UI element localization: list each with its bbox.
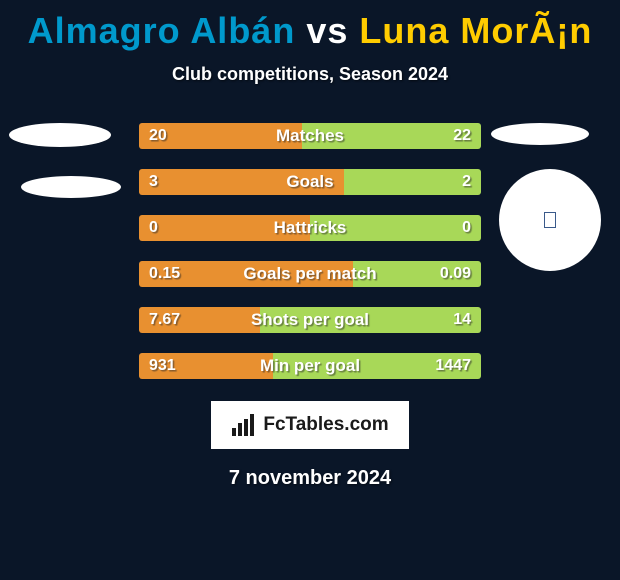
player1-badge-1 bbox=[9, 123, 111, 147]
stat-value-left: 931 bbox=[149, 357, 176, 375]
stat-value-right: 1447 bbox=[435, 357, 471, 375]
stat-value-left: 20 bbox=[149, 127, 167, 145]
bars-icon bbox=[231, 414, 257, 436]
logo-text: FcTables.com bbox=[263, 414, 388, 436]
stat-row: Goals3 2 bbox=[139, 169, 481, 195]
stat-row: Goals per match0.15 0.09 bbox=[139, 261, 481, 287]
stat-value-left: 3 bbox=[149, 173, 158, 191]
stat-bars: Matches20 22 Goals3 2 Hattricks0 0 Goals per m… bbox=[139, 123, 481, 379]
stat-label: Hattricks bbox=[139, 218, 481, 238]
stat-row: Shots per goal7.67 14 bbox=[139, 307, 481, 333]
stat-value-right: 14 bbox=[453, 311, 471, 329]
stat-label: Goals bbox=[139, 172, 481, 192]
stat-value-right: 0.09 bbox=[440, 265, 471, 283]
player2-badge-top bbox=[491, 123, 589, 145]
stat-value-right: 2 bbox=[462, 173, 471, 191]
logo-box[interactable]: FcTables.com bbox=[211, 401, 409, 449]
player2-badge-circle bbox=[499, 169, 601, 271]
stat-value-left: 0 bbox=[149, 219, 158, 237]
title-player1: Almagro Albán bbox=[28, 10, 296, 51]
stat-label: Matches bbox=[139, 126, 481, 146]
stat-row: Min per goal931 1447 bbox=[139, 353, 481, 379]
stat-row: Matches20 22 bbox=[139, 123, 481, 149]
stat-value-left: 7.67 bbox=[149, 311, 180, 329]
date-text: 7 november 2024 bbox=[0, 467, 620, 490]
player1-badge-2 bbox=[21, 176, 121, 198]
stat-value-right: 22 bbox=[453, 127, 471, 145]
subtitle: Club competitions, Season 2024 bbox=[0, 64, 620, 85]
stat-value-right: 0 bbox=[462, 219, 471, 237]
stat-label: Min per goal bbox=[139, 356, 481, 376]
stat-label: Shots per goal bbox=[139, 310, 481, 330]
stat-row: Hattricks0 0 bbox=[139, 215, 481, 241]
title-vs: vs bbox=[306, 10, 348, 51]
stat-value-left: 0.15 bbox=[149, 265, 180, 283]
title-player2: Luna MorÃ¡n bbox=[359, 10, 592, 51]
card-icon bbox=[544, 212, 556, 228]
comparison-title: Almagro Albán vs Luna MorÃ¡n bbox=[0, 0, 620, 52]
chart-area: Matches20 22 Goals3 2 Hattricks0 0 Goals per m… bbox=[0, 123, 620, 379]
stat-label: Goals per match bbox=[139, 264, 481, 284]
